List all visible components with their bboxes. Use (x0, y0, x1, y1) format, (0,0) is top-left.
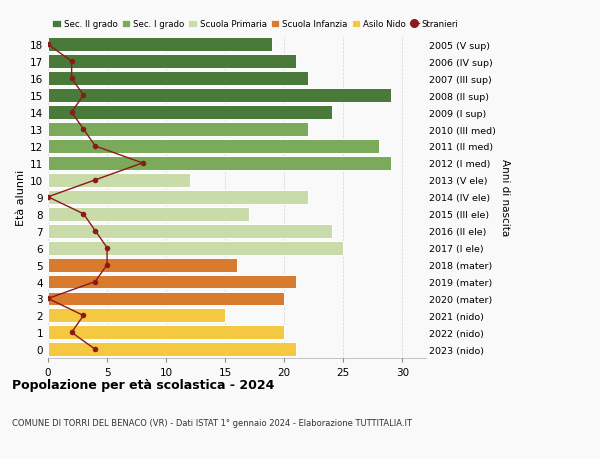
Bar (48, 190, 308, 204)
Bar (48, 174, 190, 187)
Bar (48, 309, 225, 323)
Bar (48, 123, 308, 137)
Bar (48, 292, 284, 306)
Text: Popolazione per età scolastica - 2024: Popolazione per età scolastica - 2024 (12, 379, 274, 392)
Bar (48, 106, 331, 120)
Bar (48, 140, 379, 154)
Bar (48, 342, 296, 357)
Bar (48, 326, 284, 340)
Bar (48, 157, 391, 170)
Bar (48, 275, 296, 289)
Y-axis label: Anni di nascita: Anni di nascita (500, 159, 509, 236)
Bar (48, 89, 391, 103)
Y-axis label: Età alunni: Età alunni (16, 169, 26, 225)
Bar (48, 207, 249, 221)
Text: COMUNE DI TORRI DEL BENACO (VR) - Dati ISTAT 1° gennaio 2024 - Elaborazione TUTT: COMUNE DI TORRI DEL BENACO (VR) - Dati I… (12, 418, 412, 427)
Bar (48, 241, 343, 255)
Bar (48, 224, 331, 238)
Bar (48, 72, 308, 86)
Bar (48, 55, 296, 69)
Bar (48, 38, 272, 52)
Legend: Sec. II grado, Sec. I grado, Scuola Primaria, Scuola Infanzia, Asilo Nido, Stran: Sec. II grado, Sec. I grado, Scuola Prim… (52, 20, 458, 29)
Bar (48, 258, 237, 272)
